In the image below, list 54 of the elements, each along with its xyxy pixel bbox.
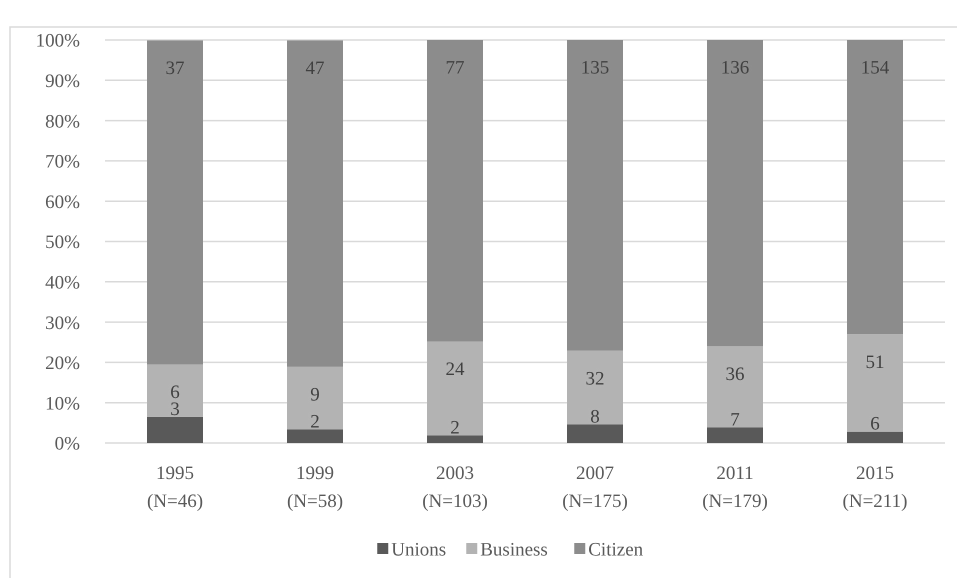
bar (847, 334, 903, 432)
annotation: 36 (726, 364, 744, 385)
bar (287, 366, 343, 430)
bar (287, 40, 343, 367)
annotation: 8 (590, 406, 600, 428)
y-tick-label: 10% (45, 393, 80, 414)
annotation: 135 (580, 58, 610, 79)
bar (707, 427, 763, 443)
annotation: 24 (446, 359, 465, 380)
annotation: 51 (866, 352, 884, 373)
bar (707, 40, 763, 346)
y-tick-label: 90% (45, 70, 80, 92)
y-tick-label: 60% (45, 192, 80, 213)
y-tick-label: 70% (45, 152, 80, 173)
x-tick-label: 2007 (N=175) (562, 463, 628, 512)
y-tick-label: 0% (54, 434, 80, 455)
bar (287, 429, 343, 443)
bar (847, 40, 903, 334)
legend-label: Unions (391, 540, 446, 561)
annotation: 7 (730, 409, 740, 430)
bar (147, 416, 203, 443)
annotation: 136 (720, 58, 750, 79)
x-tick-label: 2011 (N=179) (702, 463, 768, 512)
legend-label: Citizen (588, 540, 644, 561)
y-tick-label: 40% (45, 272, 80, 294)
bar (567, 424, 623, 443)
annotation: 9 (310, 384, 320, 406)
x-tick-label: 1999 (N=58) (286, 463, 344, 512)
bar (847, 432, 903, 443)
x-tick-label: 2003 (N=103) (422, 463, 488, 512)
y-tick-label: 30% (45, 312, 80, 334)
bar (567, 350, 623, 424)
y-tick-label: 20% (45, 353, 80, 374)
bar (427, 435, 483, 443)
annotation: 77 (446, 58, 464, 79)
annotation: 32 (586, 368, 604, 390)
bar (707, 346, 763, 428)
y-tick-label: 50% (45, 232, 80, 254)
legend-label: Business (480, 540, 548, 561)
bar (147, 40, 203, 364)
y-tick-label: 100% (36, 30, 80, 52)
bar (427, 40, 483, 342)
x-tick-label: 1995 (N=46) (146, 463, 204, 512)
y-tick-label: 80% (45, 111, 80, 132)
annotation: 154 (860, 58, 890, 79)
bar (567, 40, 623, 351)
annotation: 6 (870, 414, 880, 435)
annotation: 37 (166, 58, 184, 80)
annotation: 2 (450, 417, 460, 438)
bar (147, 364, 203, 417)
annotation: 47 (306, 58, 324, 80)
x-tick-label: 2015 (N=211) (842, 463, 908, 512)
annotation: 2 (310, 411, 320, 432)
bar (427, 341, 483, 436)
